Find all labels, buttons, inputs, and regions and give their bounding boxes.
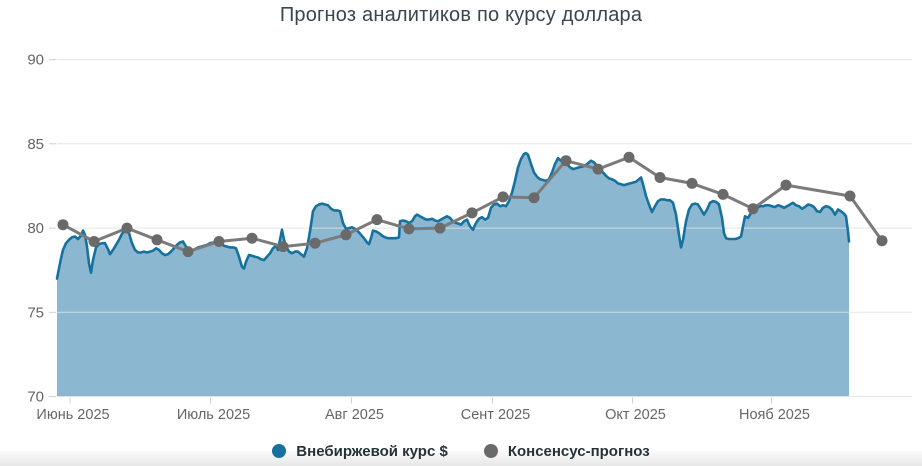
consensus-marker[interactable] (654, 172, 666, 183)
consensus-marker[interactable] (277, 241, 289, 253)
legend-label-consensus: Консенсус-прогноз (507, 442, 650, 460)
consensus-marker[interactable] (182, 246, 194, 258)
consensus-marker[interactable] (434, 222, 446, 234)
x-tick-label: Нояб 2025 (739, 407, 810, 423)
y-tick-label: 90 (27, 52, 44, 69)
consensus-marker[interactable] (497, 191, 509, 203)
consensus-marker[interactable] (466, 207, 478, 219)
footer-band (0, 451, 922, 466)
consensus-marker[interactable] (747, 203, 759, 215)
consensus-marker[interactable] (309, 237, 321, 249)
consensus-marker[interactable] (876, 235, 888, 247)
x-tick-label: Сент 2025 (461, 407, 530, 423)
consensus-marker[interactable] (844, 190, 856, 202)
consensus-marker[interactable] (246, 232, 258, 244)
consensus-marker[interactable] (340, 229, 352, 241)
consensus-marker[interactable] (780, 179, 792, 191)
consensus-marker[interactable] (151, 234, 163, 246)
y-tick-label: 70 (27, 389, 44, 406)
otc-rate-line[interactable] (55, 151, 851, 280)
legend-item-consensus[interactable]: Консенсус-прогноз (483, 442, 650, 460)
x-tick-label: Окт 2025 (605, 407, 666, 423)
x-tick-label: Июнь 2025 (36, 407, 109, 423)
consensus-marker[interactable] (88, 236, 100, 247)
consensus-series-dot-icon (483, 444, 498, 458)
consensus-marker[interactable] (121, 222, 133, 234)
consensus-marker[interactable] (560, 155, 572, 167)
chart-legend: Внебиржевой курс $ Консенсус-прогноз (0, 439, 922, 463)
consensus-marker[interactable] (717, 188, 729, 200)
consensus-marker[interactable] (371, 214, 383, 226)
consensus-marker[interactable] (623, 151, 635, 163)
legend-item-otc-rate[interactable]: Внебиржевой курс $ (272, 443, 448, 460)
y-tick-label: 80 (27, 220, 44, 237)
consensus-marker[interactable] (592, 163, 604, 175)
x-tick-label: Июль 2025 (177, 407, 250, 423)
chart-title: Прогноз аналитиков по курсу доллара (279, 4, 643, 26)
consensus-marker[interactable] (57, 219, 69, 231)
x-tick-label: Авг 2025 (325, 407, 384, 423)
y-tick-label: 85 (27, 136, 44, 153)
consensus-marker[interactable] (213, 236, 225, 247)
consensus-marker[interactable] (403, 223, 415, 235)
otc-rate-series-dot-icon (272, 444, 287, 458)
consensus-marker[interactable] (686, 177, 698, 189)
legend-label-otc-rate: Внебиржевой курс $ (296, 442, 448, 460)
otc-rate-area[interactable] (57, 153, 849, 397)
y-tick-label: 75 (27, 304, 44, 321)
consensus-marker[interactable] (528, 192, 540, 204)
